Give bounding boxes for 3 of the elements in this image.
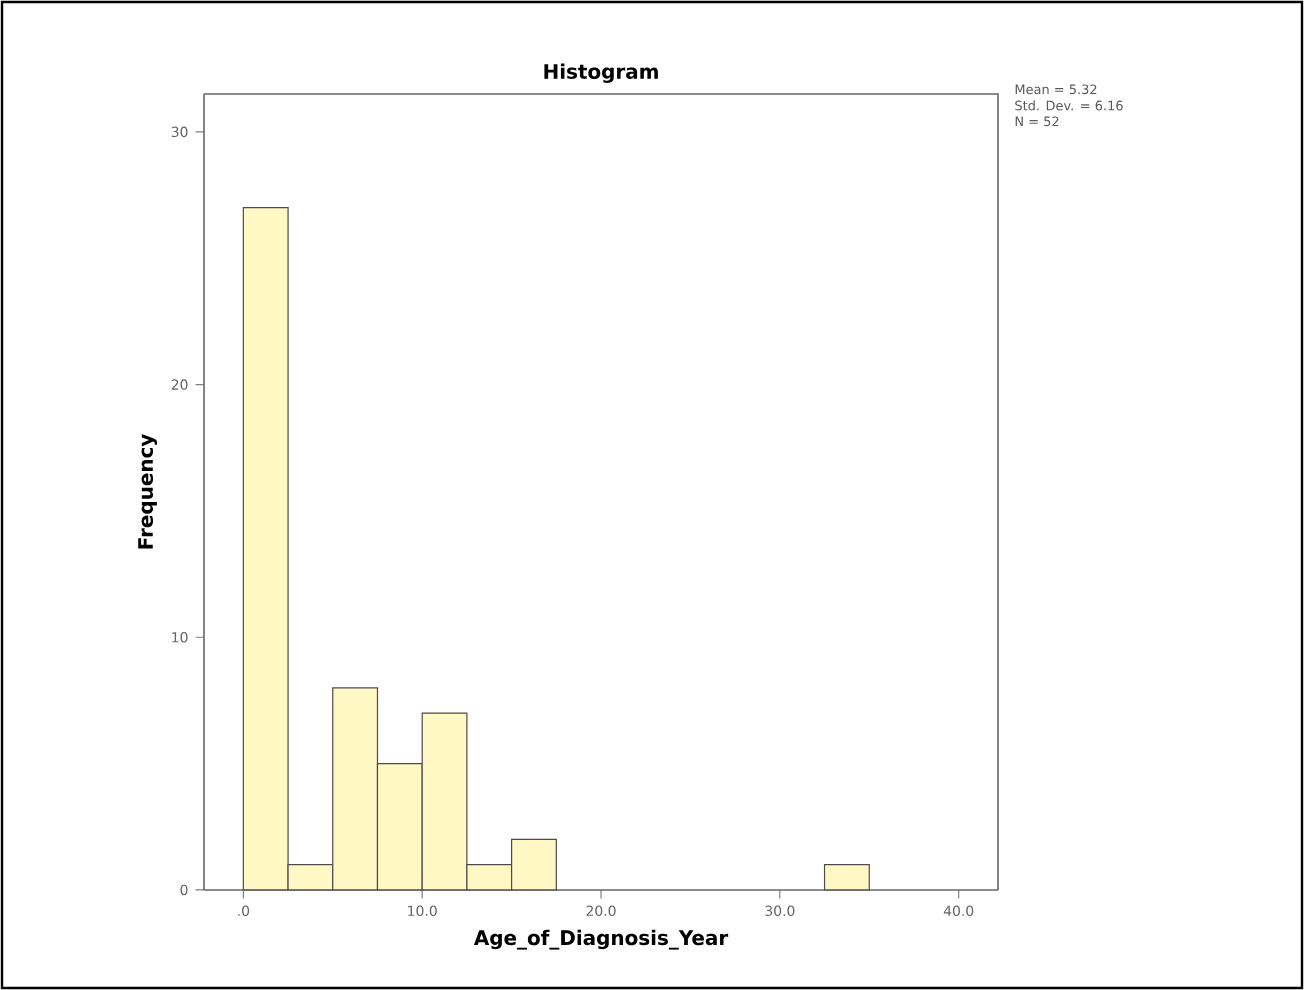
chart-title: Histogram [544, 63, 658, 83]
x-axis-title: Age_of_Diagnosis_Year [473, 929, 729, 950]
y-axis-title: Frequency [138, 434, 158, 549]
